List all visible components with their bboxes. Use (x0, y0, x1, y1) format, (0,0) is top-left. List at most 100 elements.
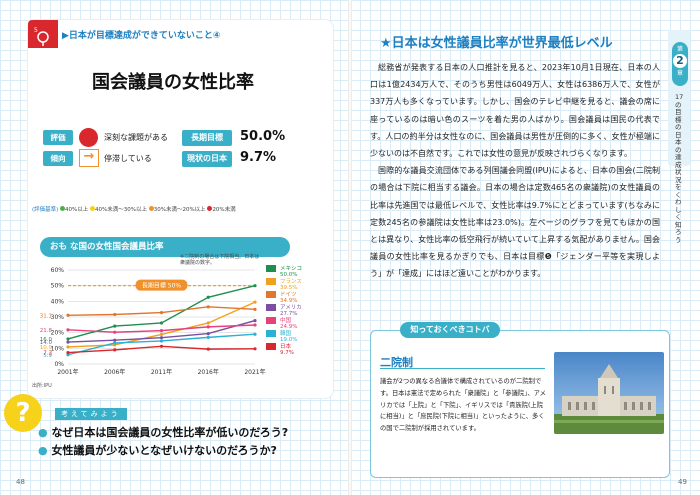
data-point (206, 295, 210, 299)
section-tag: ▶日本が目標達成ができていないこと④ (62, 31, 221, 41)
chart-note: ※二院制の場合は下院相当。日本は衆議院の数字。 (180, 254, 260, 266)
chart-title: おも な国の女性国会議員比率 (40, 237, 290, 257)
keyword-divider (380, 368, 545, 369)
data-point (66, 353, 70, 357)
bullet-icon: ● (38, 426, 52, 439)
data-point (66, 328, 70, 332)
series-end-value: 19.0% (280, 337, 297, 343)
series-name: フランス (280, 278, 302, 285)
data-point (66, 350, 70, 355)
flag-icon (266, 278, 276, 285)
data-point (206, 335, 210, 339)
rating-dot-icon (79, 128, 98, 147)
series-end-value: 34.9% (280, 298, 297, 304)
goal-label: 長期目標 (182, 130, 232, 146)
trend-arrow-icon: → (79, 149, 99, 167)
question-1: ● なぜ日本は国会議員の女性比率が低いのだろう? (38, 424, 288, 440)
series-end-value: 50.0% (280, 272, 297, 278)
data-point (206, 305, 210, 309)
data-point (206, 325, 210, 329)
start-value-label: 31.1 (40, 313, 52, 319)
question-2: ● 女性議員が少ないとなぜいけないのだろうか? (38, 442, 277, 458)
data-point (113, 324, 117, 328)
body-text: 総務省が発表する日本の人口推計を見ると、2023年10月1日現在、日本の人口は1… (370, 59, 660, 283)
data-point (159, 321, 164, 325)
question-text: 女性議員が少ないとなぜいけないのだろうか? (51, 444, 277, 457)
data-point (113, 312, 117, 317)
data-point (66, 313, 70, 317)
flag-icon (266, 343, 276, 350)
legend-title: (評価基準) (32, 207, 59, 213)
legend-dot-orange (148, 206, 154, 211)
data-point (113, 338, 117, 342)
paragraph-2: 国際的な議員交流団体である列国議会同盟(IPU)によると、日本の国会(二院制の場… (370, 166, 660, 279)
series-end-value: 9.7% (280, 350, 294, 356)
sdg-goal-tab: 5 (28, 20, 58, 48)
data-point (159, 344, 164, 348)
data-point (159, 339, 164, 343)
sdg-goal-icon: 5 (34, 27, 49, 46)
data-point (159, 329, 164, 333)
y-tick-label: 20% (51, 330, 65, 337)
rating-legend: (評価基準) 40%以上 40%未満〜30%以上 30%未満〜20%以上 20%… (32, 205, 236, 213)
think-label: 考えてみよう (55, 408, 127, 420)
data-point (253, 307, 257, 311)
flag-icon (266, 317, 276, 324)
data-point (66, 337, 70, 341)
flag-icon (266, 265, 276, 272)
rating-text: 深刻な課題がある (104, 133, 168, 142)
legend-dot-red (207, 206, 213, 211)
diet-building-photo (554, 352, 664, 434)
legend-item: 40%以上 (65, 207, 89, 213)
data-point (253, 332, 257, 336)
data-point (113, 348, 117, 352)
y-tick-label: 0% (54, 361, 64, 368)
data-point (206, 347, 210, 351)
bullet-icon: ● (38, 444, 52, 457)
svg-text:5: 5 (34, 27, 38, 34)
chapter-label: 第 (676, 46, 683, 53)
data-point (253, 347, 257, 351)
series-end-value: 24.9% (280, 324, 297, 330)
right-heading: ★日本は女性議員比率が世界最低レベル (380, 36, 613, 51)
trend-text: 停滞している (104, 154, 152, 163)
flag-icon (266, 330, 276, 337)
page-number-right: 49 (678, 478, 687, 486)
data-point (253, 323, 257, 327)
series-end-value: 27.7% (280, 311, 297, 317)
series-name: 中国 (280, 316, 292, 324)
start-value-label: 16.0 (40, 337, 53, 343)
page-title: 国会議員の女性比率 (92, 72, 254, 93)
data-point (159, 311, 164, 315)
keyword-box-title: 知っておくべきコトバ (400, 322, 500, 338)
data-point (113, 330, 117, 334)
data-point (113, 341, 117, 345)
series-end-value: 39.5% (280, 285, 297, 291)
legend-item: 40%未満〜30%以上 (95, 207, 147, 213)
legend-dot-yellow (90, 206, 96, 211)
data-point (206, 321, 210, 325)
book-spine (348, 0, 352, 495)
rating-label: 評価 (43, 130, 73, 145)
start-value-label: 14.0 (40, 340, 53, 346)
start-value-label: 21.8 (40, 328, 53, 334)
keyword-term: 二院制 (380, 356, 413, 369)
goal-value: 50.0% (240, 129, 286, 144)
diet-building-image (554, 352, 664, 434)
flag-icon (266, 304, 276, 311)
x-tick-label: 2021年 (244, 368, 265, 376)
start-value-label: 5.9 (43, 353, 52, 359)
data-point (159, 332, 164, 336)
start-value-label: 7.3 (43, 351, 52, 357)
series-name: メキシコ (280, 265, 302, 272)
y-tick-label: 10% (51, 345, 65, 352)
series-name: ドイツ (280, 292, 297, 298)
current-label: 現状の日本 (182, 151, 232, 167)
line-chart: 0% 10% 20% 30% 40% 50% 60% 2001年 2006年 2011年 2016年… (40, 265, 302, 376)
y-tick-label: 60% (51, 267, 65, 274)
chapter-number: 2 (673, 54, 687, 68)
goal-label-bg (135, 279, 188, 291)
x-tick-label: 2001年 (57, 368, 78, 376)
trend-label: 傾向 (43, 151, 73, 166)
